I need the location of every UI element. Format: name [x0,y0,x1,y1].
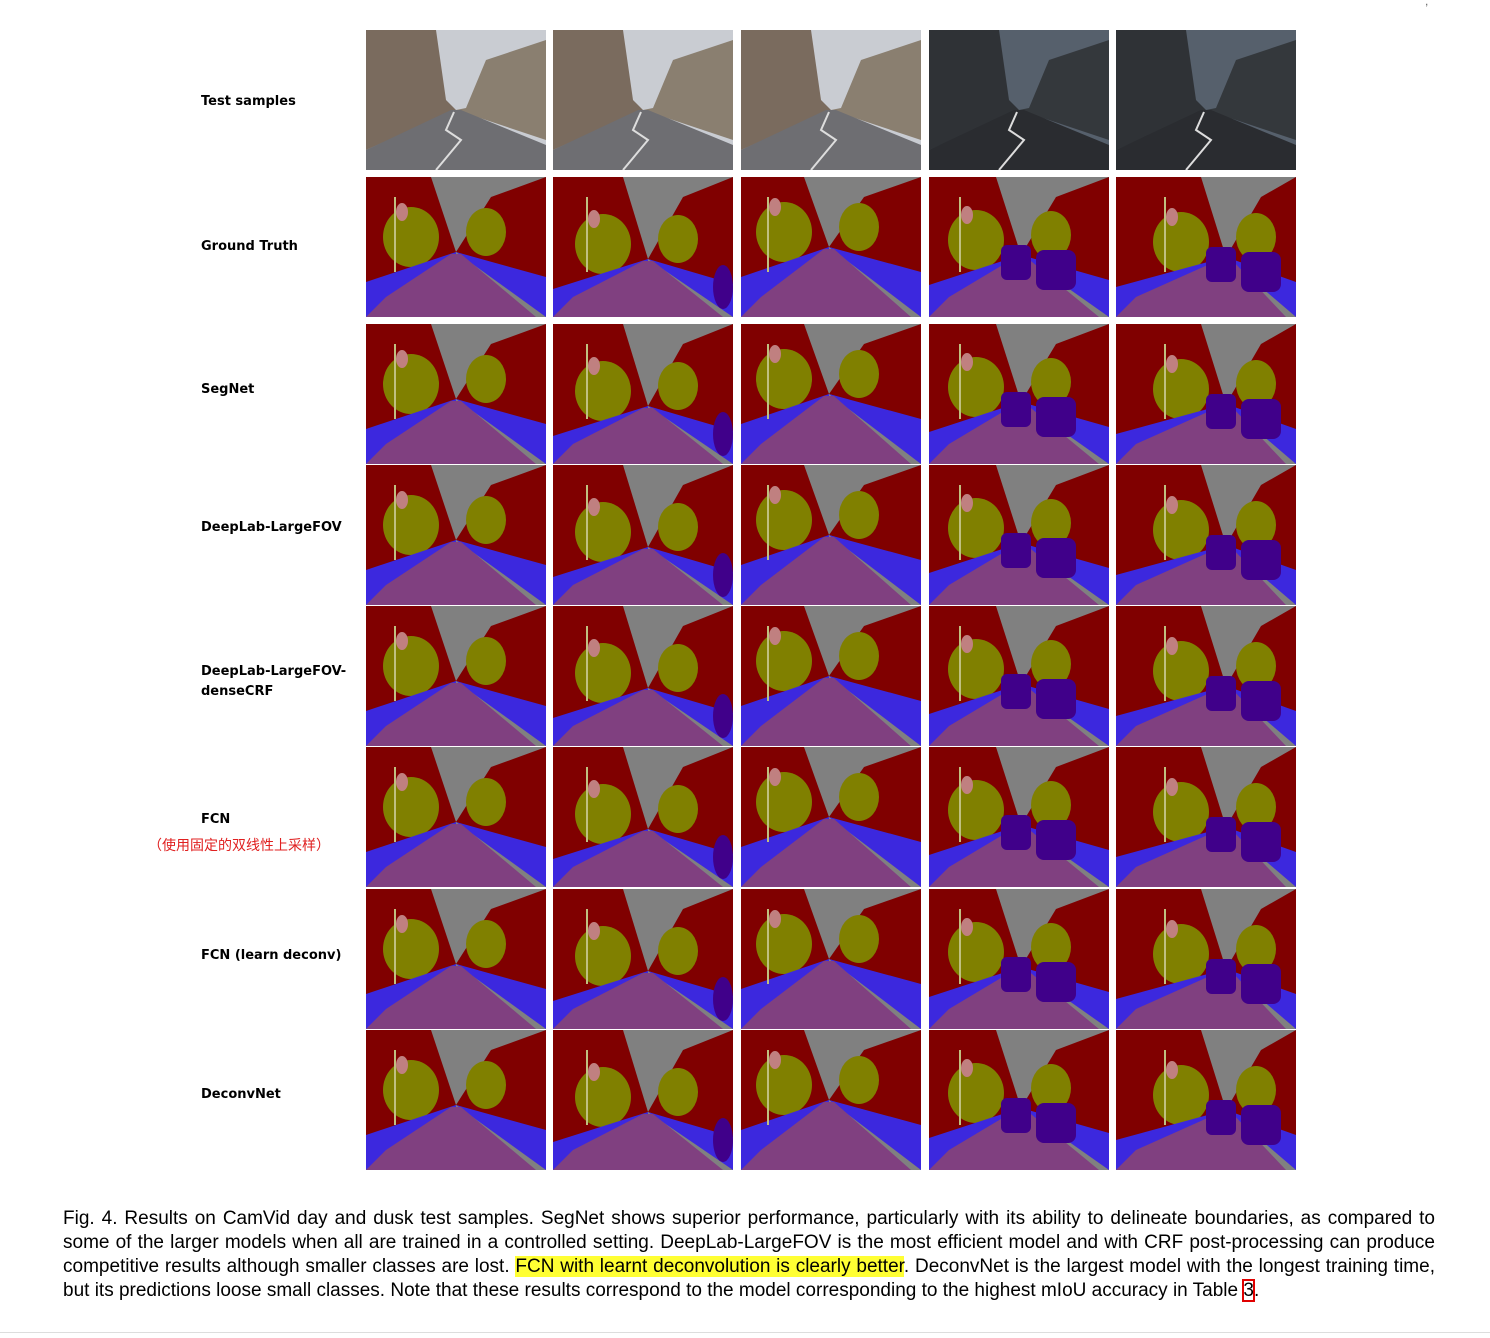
test-sample-image [1116,30,1296,170]
figure-caption: Fig. 4. Results on CamVid day and dusk t… [63,1207,1435,1303]
caption-period: . [1253,1280,1260,1301]
segmentation-image [553,465,733,605]
table-reference-link[interactable]: 3 [1242,1279,1255,1302]
caption-text: Fig. 4. Results on CamVid day and dusk t… [63,1208,1435,1277]
row-label: Ground Truth [201,239,298,254]
segmentation-image [366,1030,546,1170]
caption-text-2: . DeconvNet is the largest model with th… [63,1256,1435,1301]
segmentation-image [1116,1030,1296,1170]
segmentation-image [929,324,1109,464]
segmentation-image [741,177,921,317]
row-label: DeepLab-LargeFOV [201,520,342,535]
row-label: SegNet [201,382,255,397]
segmentation-image [929,889,1109,1029]
segmentation-image [741,324,921,464]
row-label: FCN [201,812,231,827]
segmentation-image [1116,606,1296,746]
segmentation-image [1116,177,1296,317]
segmentation-image [553,1030,733,1170]
test-sample-image [553,30,733,170]
caption-highlight: FCN with learnt deconvolution is clearly… [515,1256,904,1277]
row-label: DeconvNet [201,1087,281,1102]
row-label: Test samples [201,94,296,109]
segmentation-image [366,606,546,746]
row-label: FCN (learn deconv) [201,948,342,963]
test-sample-image [741,30,921,170]
segmentation-image [553,177,733,317]
test-sample-image [366,30,546,170]
segmentation-image [929,606,1109,746]
corner-mark: , [1425,0,1429,8]
segmentation-image [366,324,546,464]
segmentation-image [553,889,733,1029]
segmentation-image [366,465,546,605]
segmentation-image [929,747,1109,887]
page-rule [0,1332,1490,1333]
row-label: DeepLab-LargeFOV- denseCRF [201,664,347,699]
segmentation-image [366,177,546,317]
segmentation-image [929,465,1109,605]
segmentation-image [366,747,546,887]
segmentation-image [1116,324,1296,464]
segmentation-image [366,889,546,1029]
segmentation-image [1116,747,1296,887]
segmentation-image [741,606,921,746]
test-sample-image [929,30,1109,170]
segmentation-image [929,1030,1109,1170]
segmentation-image [1116,465,1296,605]
segmentation-image [553,324,733,464]
segmentation-image [741,1030,921,1170]
fixed-bilinear-annotation: （使用固定的双线性上采样） [148,838,330,854]
segmentation-image [1116,889,1296,1029]
segmentation-image [929,177,1109,317]
segmentation-image [741,465,921,605]
segmentation-image [741,747,921,887]
segmentation-image [553,606,733,746]
segmentation-image [741,889,921,1029]
segmentation-image [553,747,733,887]
